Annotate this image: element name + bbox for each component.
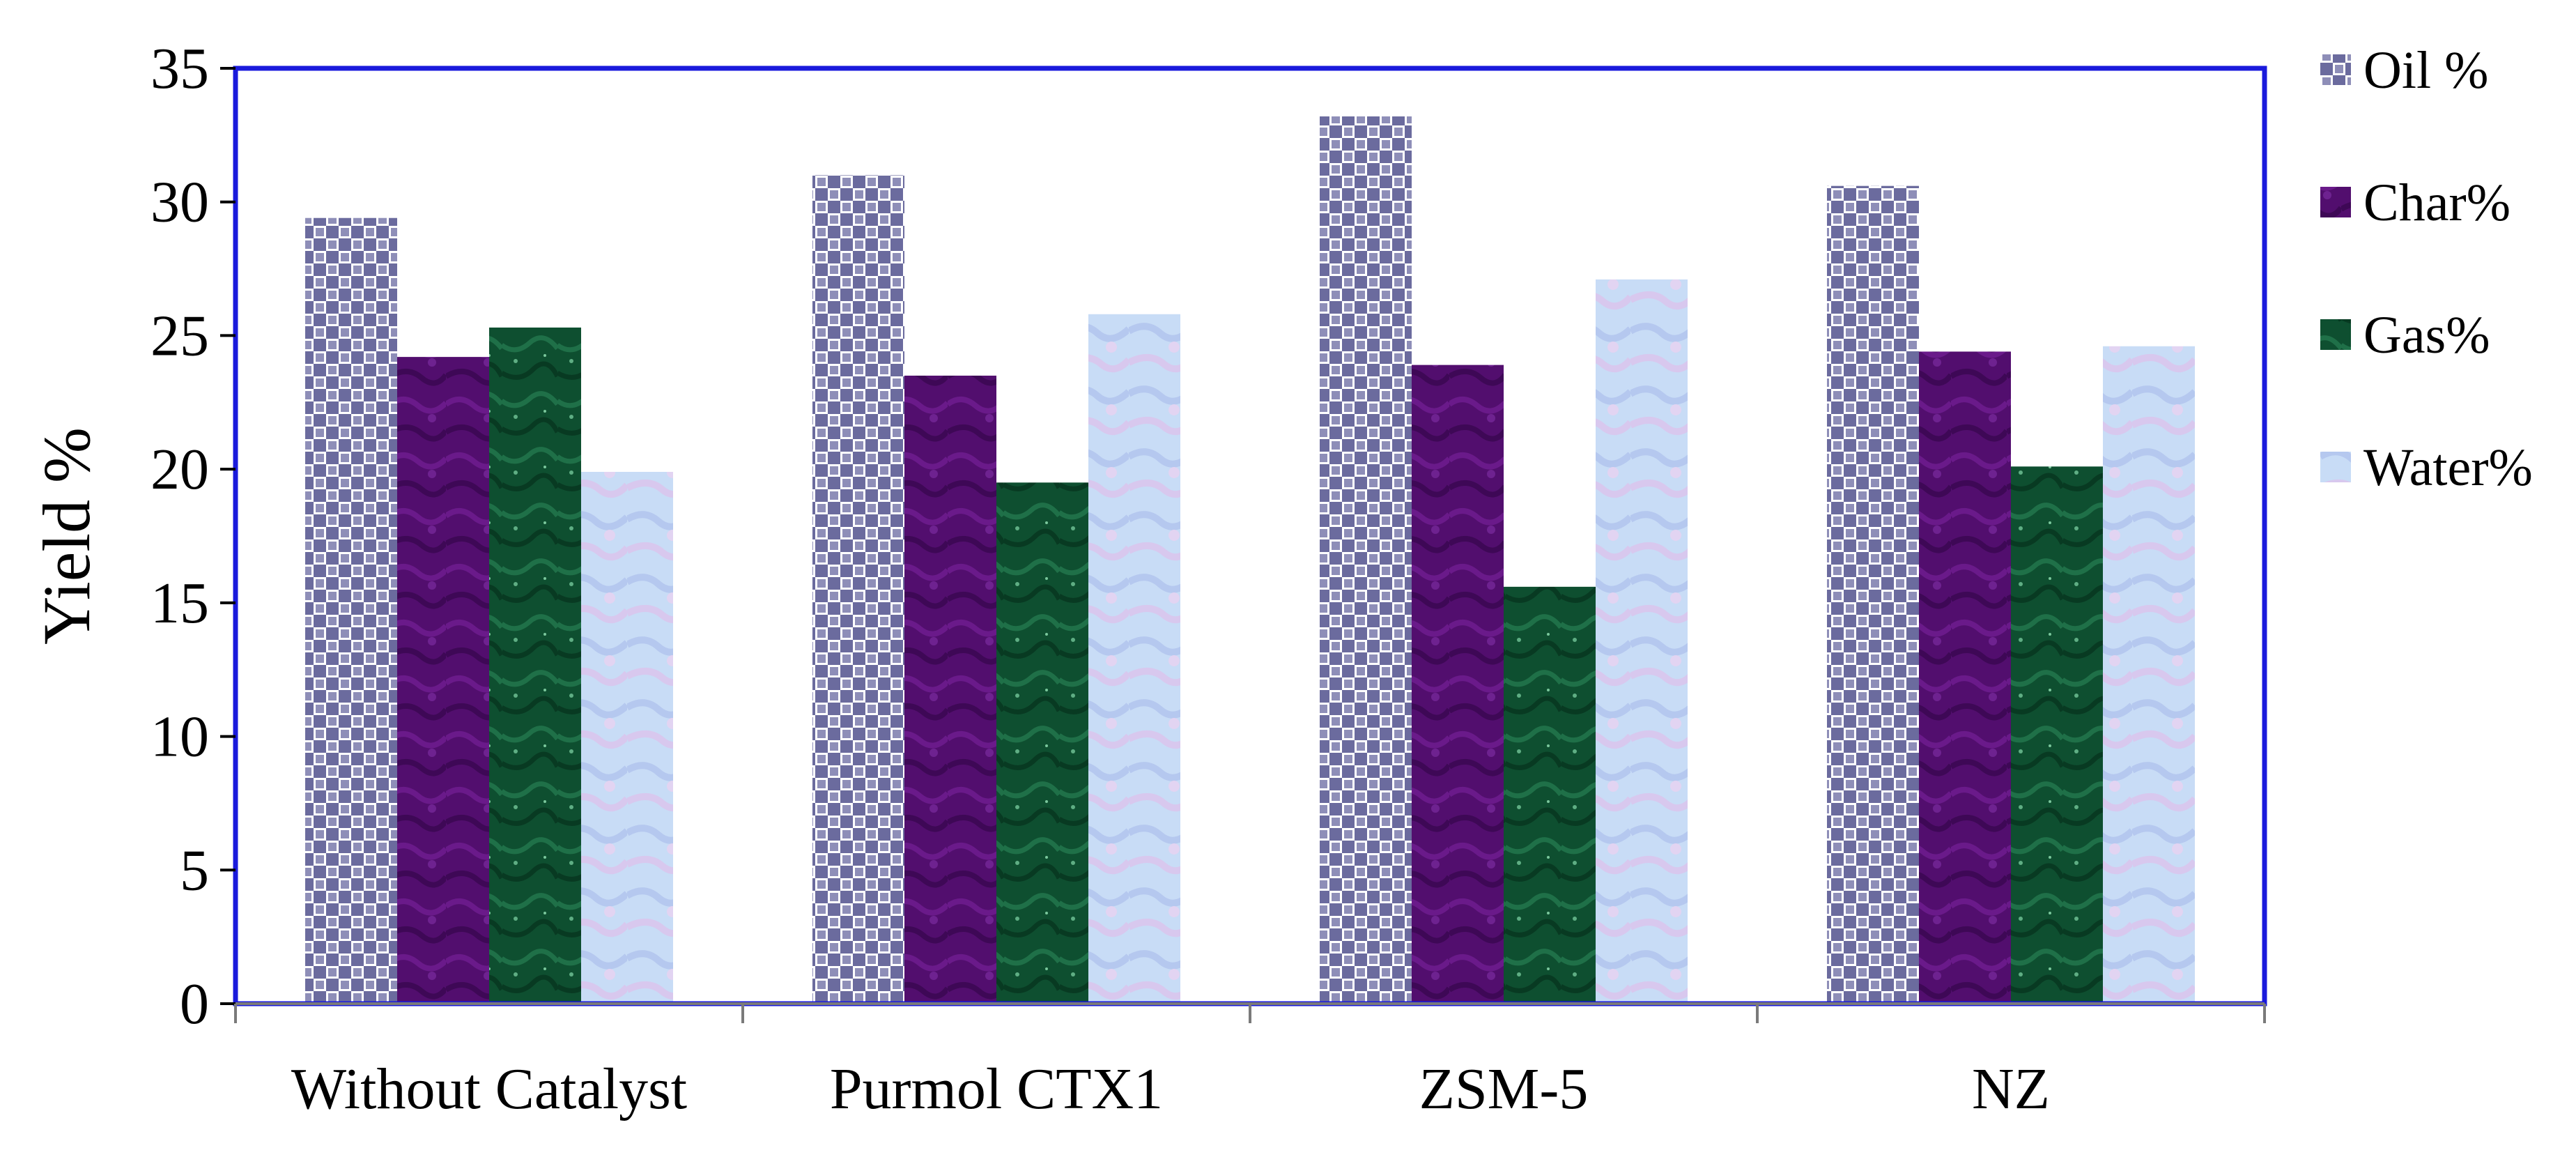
category-label-3: ZSM-5 — [1419, 1057, 1589, 1121]
bar-3-2 — [996, 482, 1088, 1004]
bar-3-3 — [1504, 586, 1596, 1004]
bar-2-1 — [397, 357, 489, 1004]
legend-label-4: Water% — [2363, 438, 2533, 497]
legend-swatch-1 — [2320, 54, 2351, 85]
bar-3-4 — [2011, 466, 2103, 1004]
category-label-2: Purmol CTX1 — [830, 1057, 1163, 1121]
y-tick-label-5: 5 — [180, 838, 209, 903]
bar-1-3 — [1320, 116, 1412, 1004]
legend-label-3: Gas% — [2363, 306, 2490, 365]
y-tick-label-30: 30 — [151, 170, 209, 235]
bar-1-2 — [812, 175, 904, 1004]
legend-label-2: Char% — [2363, 174, 2511, 232]
category-label-4: NZ — [1972, 1057, 2050, 1121]
bar-4-4 — [2103, 346, 2195, 1004]
legend-swatch-3 — [2320, 319, 2351, 350]
legend-swatch-4 — [2320, 452, 2351, 482]
legend-swatch-2 — [2320, 187, 2351, 217]
legend-label-1: Oil % — [2363, 41, 2488, 100]
y-tick-label-10: 10 — [151, 705, 209, 769]
y-tick-label-15: 15 — [151, 571, 209, 636]
y-tick-label-20: 20 — [151, 437, 209, 502]
category-label-1: Without Catalyst — [291, 1057, 687, 1121]
y-tick-label-0: 0 — [180, 972, 209, 1036]
bar-2-3 — [1412, 365, 1504, 1004]
bar-1-1 — [305, 217, 397, 1004]
bar-4-3 — [1596, 279, 1688, 1004]
bar-3-1 — [489, 327, 581, 1004]
bar-4-1 — [581, 471, 673, 1004]
y-tick-label-35: 35 — [151, 36, 209, 101]
bar-2-4 — [1919, 351, 2011, 1004]
y-tick-label-25: 25 — [151, 303, 209, 368]
bar-1-4 — [1827, 185, 1919, 1004]
bar-2-2 — [904, 375, 996, 1004]
bar-4-2 — [1088, 314, 1180, 1004]
y-axis-title: Yield % — [29, 427, 104, 645]
